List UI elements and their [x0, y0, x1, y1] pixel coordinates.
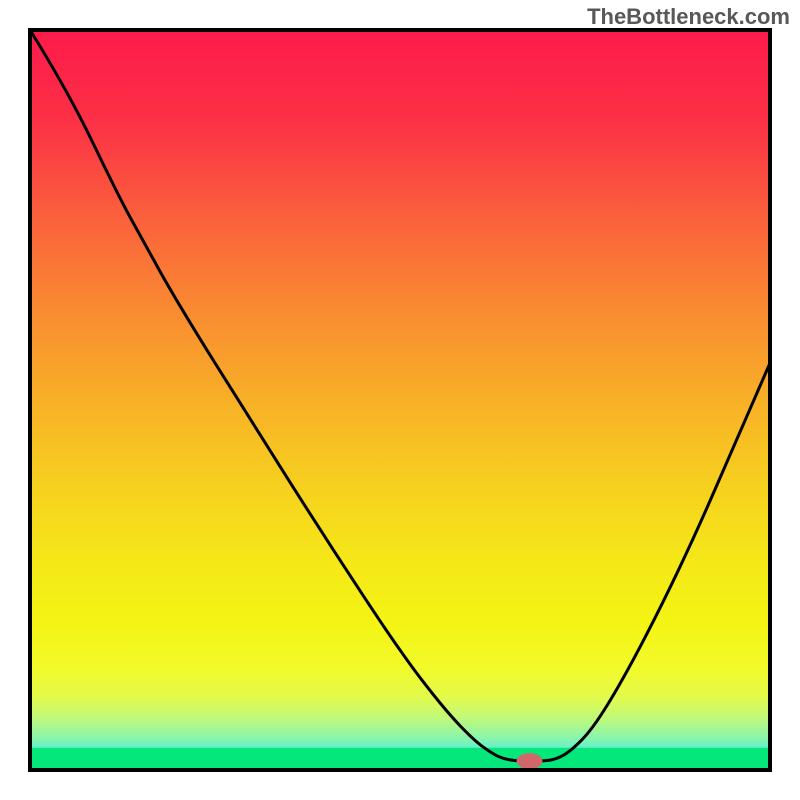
bottleneck-chart [0, 0, 800, 800]
optimal-marker [517, 753, 543, 769]
chart-container: TheBottleneck.com [0, 0, 800, 800]
gradient-background [30, 30, 770, 770]
optimal-band [30, 748, 770, 770]
watermark-text: TheBottleneck.com [587, 4, 790, 30]
